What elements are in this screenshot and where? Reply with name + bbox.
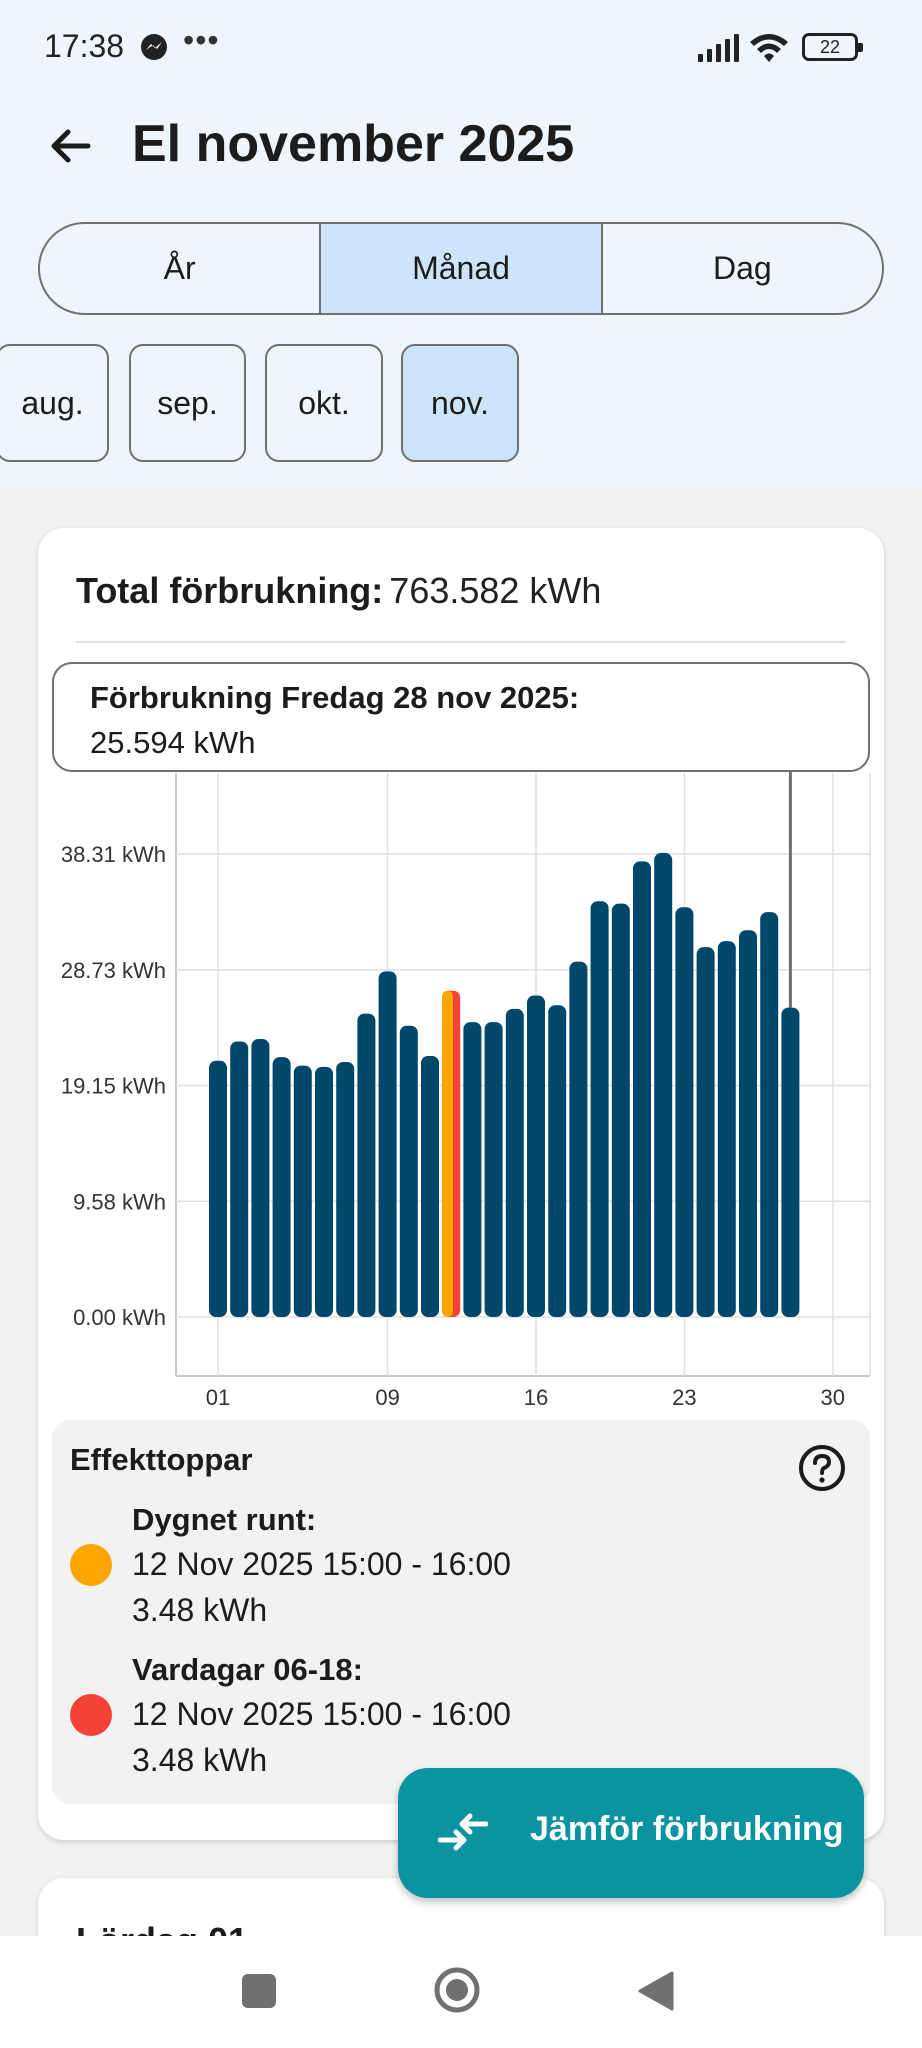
chart-bar	[611, 903, 630, 1317]
compare-button-label: Jämför förbrukning	[530, 1810, 844, 1848]
peak-weekday-value: 3.48 kWh	[132, 1742, 268, 1778]
tab-month[interactable]: Månad	[319, 224, 601, 313]
chart-bar	[505, 1008, 524, 1317]
compare-arrows-icon	[438, 1813, 488, 1851]
y-tick-label: 19.15 kWh	[61, 1074, 166, 1099]
chart-bar	[633, 861, 651, 1317]
chart-bar	[569, 961, 588, 1317]
x-tick-label: 16	[524, 1385, 548, 1410]
recents-icon[interactable]	[242, 1974, 276, 2008]
chart-bar	[484, 1022, 503, 1317]
back-triangle-icon[interactable]	[636, 1970, 676, 2012]
tooltip-title: Förbrukning Fredag 28 nov 2025:	[90, 680, 580, 715]
tooltip-value: 25.594 kWh	[90, 725, 256, 760]
total-consumption: Total förbrukning: 763.582 kWh	[76, 570, 601, 612]
help-icon[interactable]	[798, 1444, 846, 1492]
chart-tooltip: Förbrukning Fredag 28 nov 2025: 25.594 k…	[52, 662, 870, 772]
chart-bar	[209, 1060, 227, 1317]
period-selector: År Månad Dag	[38, 222, 884, 315]
battery-level: 22	[819, 37, 841, 57]
chart-bar	[378, 971, 397, 1317]
month-chip-okt[interactable]: okt.	[265, 344, 383, 462]
status-time: 17:38	[44, 28, 125, 64]
y-tick-label: 0.00 kWh	[73, 1305, 166, 1330]
chart-bar	[781, 1007, 800, 1317]
peak-weekday-time: 12 Nov 2025 15:00 - 16:00	[132, 1696, 511, 1732]
y-tick-label: 9.58 kWh	[73, 1189, 166, 1214]
chart-bar	[230, 1041, 249, 1317]
back-arrow-icon[interactable]	[44, 120, 96, 172]
chart-bar	[272, 1057, 291, 1317]
chart-bar	[548, 1005, 567, 1317]
peak-total-dot	[70, 1544, 112, 1586]
chart-bar	[717, 941, 736, 1317]
wifi-icon	[750, 34, 788, 62]
peaks-panel: Effekttoppar Dygnet runt: 12 Nov 2025 15…	[52, 1420, 870, 1804]
tab-year[interactable]: År	[163, 250, 196, 286]
peak-weekday-dot	[70, 1694, 112, 1736]
divider	[76, 641, 846, 643]
peak-total-label: Dygnet runt:	[132, 1502, 317, 1537]
home-icon[interactable]	[433, 1966, 481, 2014]
peak-weekday-label: Vardagar 06-18:	[132, 1652, 363, 1687]
tab-day[interactable]: Dag	[600, 224, 882, 313]
chart-bar	[654, 852, 673, 1317]
y-tick-label: 28.73 kWh	[61, 958, 166, 983]
total-value: 763.582 kWh	[389, 570, 602, 611]
chart-bar-highlight-inner	[442, 990, 453, 1317]
battery-icon: 22	[802, 33, 863, 61]
peak-total-value: 3.48 kWh	[132, 1592, 268, 1628]
y-tick-label: 38.31 kWh	[61, 842, 166, 867]
chart-bar	[760, 912, 779, 1317]
x-tick-label: 01	[206, 1385, 230, 1410]
system-navbar	[0, 1936, 922, 2048]
peaks-title: Effekttoppar	[70, 1442, 253, 1477]
chart-bar	[336, 1061, 355, 1317]
month-chip-aug[interactable]: aug.	[0, 344, 109, 462]
month-chip-sep[interactable]: sep.	[129, 344, 246, 462]
total-label: Total förbrukning:	[76, 570, 384, 611]
consumption-bar-chart[interactable]: 38.31 kWh 28.73 kWh 19.15 kWh 9.58 kWh 0.00 …	[0, 0, 922, 1420]
x-tick-label: 23	[672, 1385, 696, 1410]
chart-bar	[675, 907, 694, 1317]
chart-bar	[463, 1022, 482, 1317]
chart-bar	[357, 1013, 376, 1317]
signal-icon	[698, 34, 739, 62]
chart-bar	[293, 1065, 312, 1317]
chart-bar	[251, 1039, 270, 1317]
messenger-icon	[141, 34, 167, 60]
page-title: El november 2025	[132, 115, 575, 173]
chart-bar	[696, 947, 715, 1317]
peak-total-time: 12 Nov 2025 15:00 - 16:00	[132, 1546, 511, 1582]
compare-consumption-button[interactable]: Jämför förbrukning	[398, 1768, 864, 1898]
chart-bar	[315, 1066, 333, 1317]
chart-bar	[590, 901, 609, 1317]
chart-bar	[399, 1025, 418, 1317]
chart-bar	[527, 995, 545, 1317]
month-chip-nov[interactable]: nov.	[401, 344, 519, 462]
chart-bar	[739, 930, 757, 1317]
chart-bar	[421, 1055, 439, 1317]
x-tick-label: 09	[375, 1385, 399, 1410]
x-tick-label: 30	[821, 1385, 845, 1410]
